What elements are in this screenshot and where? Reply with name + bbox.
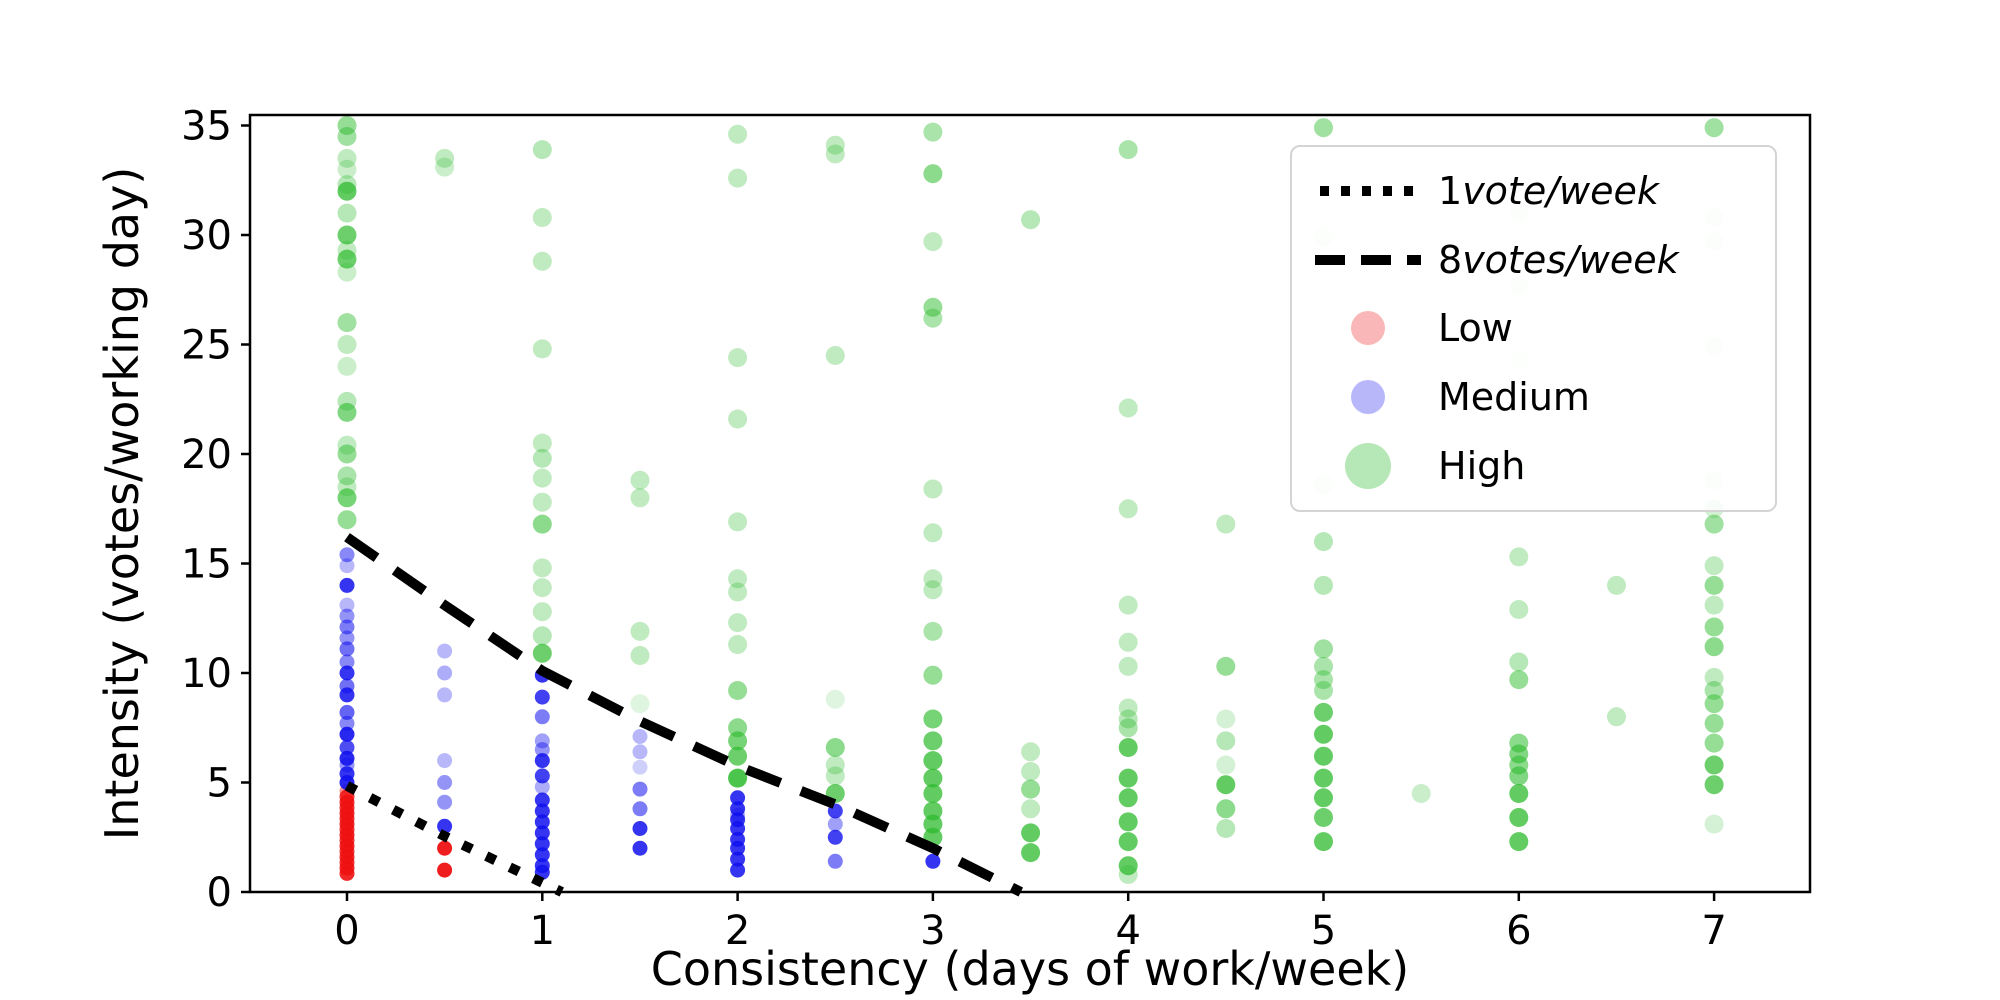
x-tick-label: 2 [725,908,750,954]
x-tick-label: 7 [1701,908,1726,954]
dashed-threshold-line [344,533,1024,897]
series-high [337,116,1724,884]
legend-label-8votes: 8votes/week [1438,237,1679,282]
y-tick-label: 35 [181,104,232,150]
plot-border [248,113,1812,894]
legend-label-medium: Medium [1438,375,1590,420]
y-tick-label: 15 [181,542,232,588]
legend-row-medium: Medium [1298,365,1769,429]
blue-dot-icon [1298,380,1438,415]
x-tick-label: 3 [920,908,945,954]
series-medium [339,547,941,880]
y-tick-label: 0 [207,870,232,916]
axis-ticks: 0 1 2 3 4 5 6 7 0 5 10 15 20 25 30 35 [181,104,1727,955]
legend-label-high: High [1438,443,1526,488]
dotted-threshold-line [344,781,564,897]
y-tick-label: 20 [181,432,232,478]
legend-row-1vote: 1vote/week [1298,159,1769,223]
y-tick-label: 30 [181,213,232,259]
legend-label-low: Low [1438,306,1513,351]
x-tick-label: 6 [1506,908,1531,954]
x-axis-label: Consistency (days of work/week) [651,942,1409,996]
x-tick-label: 1 [530,908,555,954]
legend-row-low: Low [1298,296,1769,360]
legend-row-high: High [1298,434,1769,498]
y-tick-label: 5 [207,761,232,807]
series-low [339,783,453,881]
dotted-line-icon [1298,185,1438,197]
legend-row-8votes: 8votes/week [1298,228,1769,292]
x-tick-label: 4 [1115,908,1140,954]
dashed-line-icon [1298,254,1438,266]
legend: 1vote/week 8votes/week Low Medium High [1290,145,1777,512]
y-tick-label: 25 [181,323,232,369]
legend-label-1vote: 1vote/week [1438,169,1659,214]
y-axis-label: Intensity (votes/working day) [95,167,149,841]
x-tick-label: 0 [334,908,359,954]
green-dot-icon [1298,442,1438,489]
red-dot-icon [1298,311,1438,346]
y-tick-label: 10 [181,651,232,697]
x-tick-label: 5 [1311,908,1336,954]
